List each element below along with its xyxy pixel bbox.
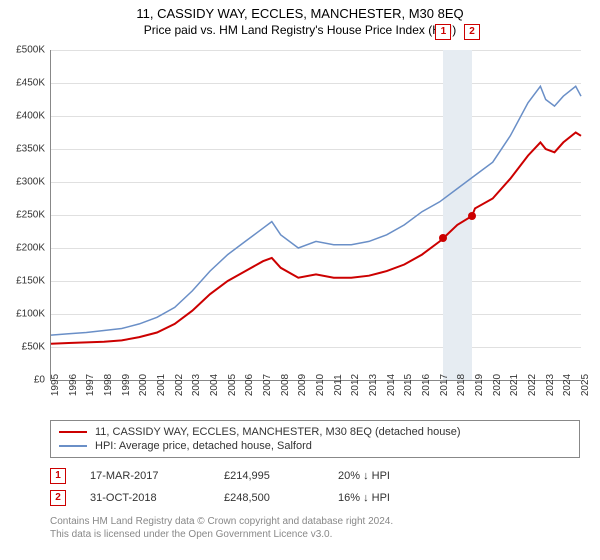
x-tick-label: 2008 (280, 374, 291, 396)
y-tick-label: £0 (34, 375, 45, 386)
sale-marker-dot (439, 234, 447, 242)
legend-swatch (59, 445, 87, 447)
x-tick-label: 1998 (103, 374, 114, 396)
y-tick-label: £400K (16, 111, 45, 122)
sale-marker-icon: 1 (50, 468, 66, 484)
x-tick-label: 2017 (439, 374, 450, 396)
title-address: 11, CASSIDY WAY, ECCLES, MANCHESTER, M30… (0, 6, 600, 21)
legend-label: 11, CASSIDY WAY, ECCLES, MANCHESTER, M30… (95, 426, 461, 438)
x-tick-label: 2006 (244, 374, 255, 396)
y-tick-label: £300K (16, 177, 45, 188)
x-tick-label: 2003 (191, 374, 202, 396)
x-tick-label: 2014 (386, 374, 397, 396)
x-tick-label: 2022 (527, 374, 538, 396)
y-tick-label: £50K (22, 342, 45, 353)
legend: 11, CASSIDY WAY, ECCLES, MANCHESTER, M30… (50, 420, 580, 458)
title-block: 11, CASSIDY WAY, ECCLES, MANCHESTER, M30… (0, 0, 600, 37)
sale-date: 31-OCT-2018 (90, 492, 200, 504)
legend-label: HPI: Average price, detached house, Salf… (95, 440, 312, 452)
y-tick-label: £450K (16, 78, 45, 89)
x-tick-label: 2019 (474, 374, 485, 396)
series-property (51, 133, 581, 344)
x-tick-label: 2004 (209, 374, 220, 396)
sale-marker-box: 2 (464, 24, 480, 40)
x-tick-label: 2015 (403, 374, 414, 396)
y-tick-label: £100K (16, 309, 45, 320)
sale-row: 1 17-MAR-2017 £214,995 20% ↓ HPI (50, 465, 580, 487)
y-tick-label: £200K (16, 243, 45, 254)
sale-price: £248,500 (224, 492, 314, 504)
x-tick-label: 2025 (580, 374, 591, 396)
x-tick-label: 2002 (174, 374, 185, 396)
sale-delta: 20% ↓ HPI (338, 470, 390, 482)
x-tick-label: 2011 (333, 374, 344, 396)
sale-marker-box: 1 (435, 24, 451, 40)
y-tick-label: £250K (16, 210, 45, 221)
y-tick-label: £150K (16, 276, 45, 287)
x-tick-label: 1995 (50, 374, 61, 396)
legend-row-hpi: HPI: Average price, detached house, Salf… (59, 439, 571, 453)
x-tick-label: 2012 (350, 374, 361, 396)
x-tick-label: 1999 (121, 374, 132, 396)
x-tick-label: 2024 (562, 374, 573, 396)
x-tick-label: 1996 (68, 374, 79, 396)
sale-price: £214,995 (224, 470, 314, 482)
footer-line1: Contains HM Land Registry data © Crown c… (50, 515, 580, 528)
y-tick-label: £500K (16, 45, 45, 56)
sale-delta: 16% ↓ HPI (338, 492, 390, 504)
footer: Contains HM Land Registry data © Crown c… (50, 515, 580, 541)
sale-marker-dot (468, 212, 476, 220)
x-tick-label: 2023 (545, 374, 556, 396)
x-tick-label: 2000 (138, 374, 149, 396)
y-tick-label: £350K (16, 144, 45, 155)
sale-row: 2 31-OCT-2018 £248,500 16% ↓ HPI (50, 487, 580, 509)
chart: 12 £0£50K£100K£150K£200K£250K£300K£350K£… (50, 50, 580, 380)
x-tick-label: 2013 (368, 374, 379, 396)
sales-table: 1 17-MAR-2017 £214,995 20% ↓ HPI 2 31-OC… (50, 465, 580, 509)
x-tick-label: 2018 (456, 374, 467, 396)
x-tick-label: 2021 (509, 374, 520, 396)
x-tick-label: 2005 (227, 374, 238, 396)
series-hpi (51, 86, 581, 335)
x-tick-label: 2007 (262, 374, 273, 396)
chart-lines (51, 50, 581, 380)
sale-marker-icon: 2 (50, 490, 66, 506)
x-tick-label: 2001 (156, 374, 167, 396)
x-tick-label: 2009 (297, 374, 308, 396)
x-tick-label: 2020 (492, 374, 503, 396)
title-subtitle: Price paid vs. HM Land Registry's House … (0, 23, 600, 37)
plot-area: 12 (50, 50, 581, 381)
x-tick-label: 2010 (315, 374, 326, 396)
legend-row-property: 11, CASSIDY WAY, ECCLES, MANCHESTER, M30… (59, 425, 571, 439)
footer-line2: This data is licensed under the Open Gov… (50, 528, 580, 541)
x-tick-label: 2016 (421, 374, 432, 396)
sale-date: 17-MAR-2017 (90, 470, 200, 482)
legend-swatch (59, 431, 87, 433)
x-tick-label: 1997 (85, 374, 96, 396)
